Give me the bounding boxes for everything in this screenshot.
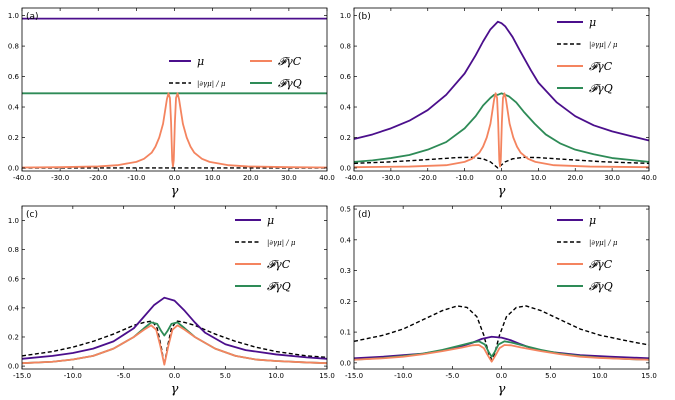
- series-line-fc: [353, 92, 650, 169]
- legend: μ |∂γμ| / μ 𝓕γC 𝓕γQ: [557, 214, 618, 293]
- x-tick-label: -10.0: [127, 174, 145, 182]
- y-tick-label: 0.1: [340, 329, 351, 337]
- legend: μ |∂γμ| / μ 𝓕γC 𝓕γQ: [235, 214, 296, 293]
- x-tick-label: 20.0: [243, 174, 259, 182]
- y-tick-label: 1.0: [8, 217, 19, 225]
- legend-label-fc: 𝓕γC: [278, 55, 302, 68]
- x-axis-label: γ: [171, 382, 179, 397]
- legend-label-fq: 𝓕γQ: [589, 280, 613, 293]
- series-line-mu: [21, 296, 328, 360]
- x-tick-label: 0.0: [169, 372, 180, 380]
- panel-c: -15.0 -10.0 -5.0 0.0 5.0 10.0 15.0 0.0 0.2 0.4 0.6…: [8, 205, 335, 397]
- panel-label: (b): [358, 12, 371, 22]
- panel-a: -40.0 -30.0 -20.0 -10.0 0.0 10.0 20.0 30.0 40.0 0…: [8, 7, 335, 199]
- y-tick-label: 1.0: [8, 12, 19, 20]
- y-tick-label: 0.2: [8, 333, 19, 341]
- legend-label-ratio: |∂γμ| / μ: [589, 41, 618, 49]
- y-tick-label: 0.4: [340, 236, 352, 244]
- x-tick-label: 40.0: [319, 174, 335, 182]
- x-tick-label: 5.0: [220, 372, 231, 380]
- x-tick-label: -40.0: [345, 174, 363, 182]
- series-line-mu: [353, 20, 650, 142]
- x-tick-label: -5.0: [445, 372, 459, 380]
- legend-label-mu: μ: [589, 16, 596, 29]
- x-tick-label: 30.0: [281, 174, 297, 182]
- y-tick-label: 0.6: [340, 73, 352, 81]
- y-tick-label: 0.4: [8, 104, 20, 112]
- panel-d: -15.0 -10.0 -5.0 0.0 5.0 10.0 15.0 0.0 0.1 0.2 0.3…: [340, 206, 657, 397]
- y-tick-label: 0.0: [340, 359, 351, 367]
- y-tick-label: 0.0: [8, 363, 19, 371]
- y-tick-label: 0.5: [340, 206, 351, 214]
- y-tick-label: 0.6: [8, 73, 20, 81]
- x-tick-label: -30.0: [382, 174, 400, 182]
- legend-label-ratio: |∂γμ| / μ: [267, 239, 296, 247]
- x-tick-label: 10.0: [205, 174, 221, 182]
- legend-label-fq: 𝓕γQ: [267, 280, 291, 293]
- y-tick-label: 0.3: [340, 267, 351, 275]
- x-tick-label: 15.0: [641, 372, 657, 380]
- legend-label-ratio: |∂γμ| / μ: [589, 239, 618, 247]
- series-line-fq: [353, 92, 650, 163]
- y-tick-label: 0.2: [8, 134, 19, 142]
- panel-label: (d): [358, 210, 371, 220]
- x-tick-label: -20.0: [89, 174, 107, 182]
- legend-label-fc: 𝓕γC: [589, 258, 613, 271]
- x-tick-label: -40.0: [13, 174, 31, 182]
- legend-label-fq: 𝓕γQ: [589, 82, 613, 95]
- x-tick-label: 20.0: [567, 174, 583, 182]
- x-tick-label: -10.0: [394, 372, 412, 380]
- x-tick-label: 0.0: [496, 174, 507, 182]
- x-tick-label: 10.0: [592, 372, 608, 380]
- y-tick-label: 1.0: [340, 12, 351, 20]
- x-tick-label: -5.0: [117, 372, 131, 380]
- x-tick-label: -15.0: [13, 372, 31, 380]
- y-tick-label: 0.6: [8, 275, 20, 283]
- y-tick-label: 0.8: [340, 43, 351, 51]
- legend-label-fc: 𝓕γC: [267, 258, 291, 271]
- y-tick-label: 0.2: [340, 298, 351, 306]
- x-tick-label: -10.0: [456, 174, 474, 182]
- legend-label-ratio: |∂γμ| / μ: [197, 80, 226, 88]
- x-tick-label: 40.0: [641, 174, 657, 182]
- series-line-fc: [21, 92, 328, 169]
- x-tick-label: 30.0: [604, 174, 620, 182]
- x-axis-label: γ: [498, 382, 506, 397]
- x-tick-label: -15.0: [345, 372, 363, 380]
- x-axis-label: γ: [498, 184, 506, 199]
- x-tick-label: 5.0: [545, 372, 556, 380]
- x-tick-label: 0.0: [496, 372, 507, 380]
- x-tick-label: -20.0: [419, 174, 437, 182]
- y-tick-label: 0.8: [8, 246, 19, 254]
- legend-label-mu: μ: [267, 214, 274, 227]
- y-tick-label: 0.2: [340, 134, 351, 142]
- panel-label: (c): [26, 210, 38, 220]
- y-tick-label: 0.8: [8, 43, 19, 51]
- x-tick-label: 0.0: [169, 174, 180, 182]
- x-tick-label: 15.0: [319, 372, 335, 380]
- x-tick-label: 10.0: [531, 174, 547, 182]
- x-tick-label: 10.0: [268, 372, 284, 380]
- legend-label-mu: μ: [197, 55, 204, 68]
- panel-label: (a): [26, 12, 39, 22]
- legend: μ |∂γμ| / μ 𝓕γC 𝓕γQ: [557, 16, 618, 95]
- legend: μ 𝓕γC |∂γμ| / μ 𝓕γQ: [169, 55, 302, 90]
- legend-label-mu: μ: [589, 214, 596, 227]
- panel-b: -40.0 -30.0 -20.0 -10.0 0.0 10.0 20.0 30.0 40.0 0…: [340, 7, 657, 199]
- y-tick-label: 0.0: [8, 164, 19, 172]
- series-line-fc: [353, 344, 650, 363]
- legend-label-fq: 𝓕γQ: [278, 77, 302, 90]
- x-axis-label: γ: [171, 184, 179, 199]
- series-line-ratio: [353, 305, 650, 361]
- y-tick-label: 0.4: [340, 104, 352, 112]
- series-line-fc: [21, 324, 328, 366]
- x-tick-label: -30.0: [51, 174, 69, 182]
- legend-label-fc: 𝓕γC: [589, 60, 613, 73]
- x-tick-label: -10.0: [64, 372, 82, 380]
- series-line-ratio: [353, 156, 650, 169]
- y-tick-label: 0.0: [340, 164, 351, 172]
- y-tick-label: 0.4: [8, 304, 20, 312]
